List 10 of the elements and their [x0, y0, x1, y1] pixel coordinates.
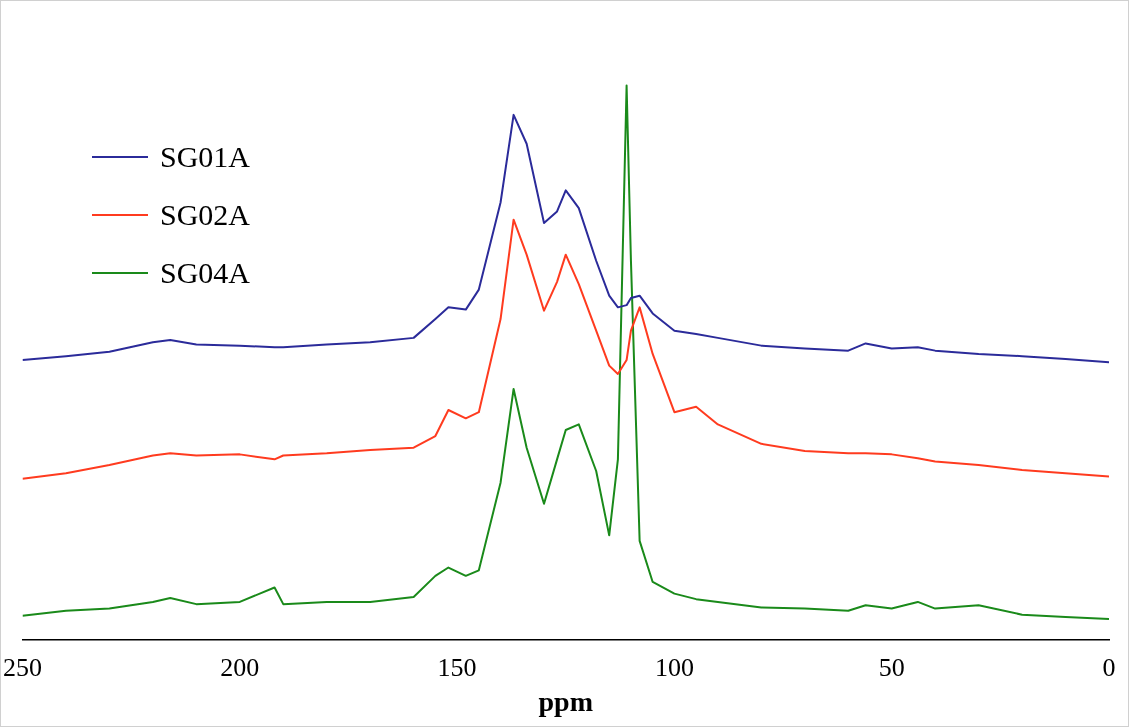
- x-tick-label: 250: [3, 652, 42, 682]
- legend-label: SG02A: [160, 198, 251, 232]
- x-tick-label: 0: [1102, 652, 1116, 682]
- x-axis-title: ppm: [538, 686, 593, 718]
- x-tick-label: 100: [654, 652, 694, 682]
- legend-label: SG01A: [160, 140, 251, 174]
- x-tick-label: 200: [220, 652, 260, 682]
- x-tick-label: 50: [878, 652, 905, 682]
- x-tick-label: 150: [437, 652, 477, 682]
- legend-label: SG04A: [160, 256, 251, 290]
